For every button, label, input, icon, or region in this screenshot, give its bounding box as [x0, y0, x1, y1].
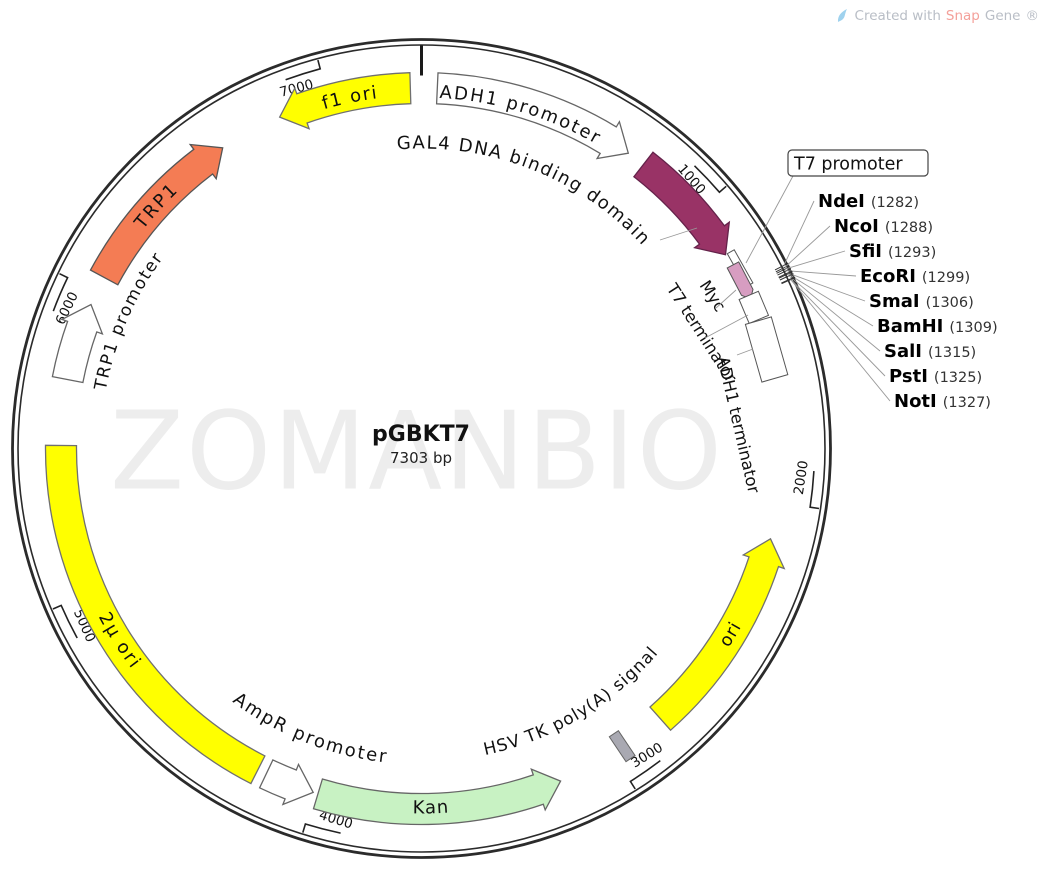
enzyme-position-ndei: (1282) — [871, 195, 919, 211]
enzyme-name-psti: PstI — [889, 366, 928, 387]
plasmid-title-block: pGBKT7 7303 bp — [372, 422, 470, 467]
t7-promoter-label-box — [787, 149, 929, 177]
snapgene-logo-icon — [837, 9, 847, 22]
feature-ori — [649, 537, 786, 732]
plasmid-size: 7303 bp — [390, 449, 452, 467]
enzyme-leader-sfii — [785, 250, 846, 270]
tick-4000 — [302, 822, 341, 834]
feature-label-hsv-tk-polya-signal: HSV TK poly(A) signal — [482, 643, 663, 760]
enzyme-label-ndei: NdeI (1282) — [818, 191, 919, 212]
feature-kan — [312, 768, 562, 826]
enzyme-site-tick-psti — [781, 276, 796, 284]
enzyme-site-tick-smai — [778, 270, 793, 278]
feature-label-kan: Kan — [413, 797, 450, 819]
enzyme-position-ncoi: (1288) — [885, 220, 933, 236]
enzyme-position-ecori: (1299) — [922, 270, 970, 286]
feature-gal4-dna-binding-domain — [632, 151, 731, 256]
enzyme-leader-bamhi — [787, 273, 874, 327]
enzyme-name-sali: SalI — [884, 341, 922, 362]
enzyme-name-ecori: EcoRI — [860, 266, 916, 287]
enzyme-label-smai: SmaI (1306) — [869, 291, 974, 312]
enzyme-label-sali: SalI (1315) — [884, 341, 976, 362]
feature-hsv-tk-polya-signal — [608, 730, 636, 763]
enzyme-label-noti: NotI (1327) — [894, 391, 991, 412]
enzyme-label-bamhi: BamHI (1309) — [877, 316, 998, 337]
enzyme-position-sali: (1315) — [928, 345, 976, 361]
enzyme-name-smai: SmaI — [869, 291, 920, 312]
credit-registered: ® — [1025, 8, 1040, 24]
tick-3000 — [629, 759, 661, 790]
t7-promoter-label-text: T7 promoter — [793, 155, 903, 175]
t7-terminator-leader — [704, 314, 749, 339]
enzyme-label-psti: PstI (1325) — [889, 366, 982, 387]
enzyme-leader-ecori — [786, 270, 857, 277]
enzyme-leader-ndei — [783, 200, 815, 266]
enzyme-site-tick-ncoi — [775, 264, 790, 273]
credit-brand-gene: Gene — [984, 8, 1021, 24]
enzyme-site-tick-sfii — [776, 266, 791, 274]
enzyme-name-ncoi: NcoI — [834, 216, 879, 237]
tick-5000 — [52, 604, 78, 639]
gal4-leader — [659, 227, 698, 241]
snapgene-credit: Created with Snap Gene ® — [835, 8, 1039, 24]
enzyme-label-ecori: EcoRI (1299) — [860, 266, 970, 287]
tick-6000 — [52, 272, 69, 312]
feature-adh1-promoter — [435, 72, 630, 160]
enzyme-position-smai: (1306) — [926, 295, 974, 311]
feature-f1-ori — [278, 72, 412, 130]
feature-trp1 — [89, 143, 224, 286]
credit-brand-snap: Snap — [945, 8, 980, 24]
plasmid-name: pGBKT7 — [372, 422, 470, 447]
tick-label-2000: 2000 — [791, 460, 812, 496]
enzyme-leader-sali — [788, 275, 881, 352]
enzyme-position-noti: (1327) — [943, 395, 991, 411]
credit-prefix: Created with — [854, 8, 941, 24]
enzyme-name-sfii: SfiI — [849, 241, 882, 262]
t7-promoter-leader — [745, 175, 794, 264]
enzyme-leader-smai — [787, 272, 866, 302]
enzyme-site-tick-noti — [781, 277, 796, 285]
backbone-circle-outer — [11, 38, 832, 859]
adh1-terminator-leader — [736, 348, 754, 356]
enzyme-position-psti: (1325) — [934, 370, 982, 386]
tick-2000 — [809, 471, 820, 510]
backbone-circle-inner — [17, 44, 826, 853]
feature-trp1-promoter — [51, 303, 104, 384]
enzyme-site-tick-sali — [779, 273, 794, 281]
watermark: ZOMANBIO — [110, 389, 724, 515]
enzyme-position-sfii: (1293) — [888, 245, 936, 261]
enzyme-site-tick-ecori — [777, 268, 792, 276]
enzyme-site-tick-ndei — [774, 262, 789, 271]
enzyme-site-tick-bamhi — [778, 271, 793, 279]
enzyme-name-noti: NotI — [894, 391, 937, 412]
enzyme-name-bamhi: BamHI — [877, 316, 943, 337]
feature-2u-ori — [44, 444, 266, 785]
enzyme-label-ncoi: NcoI (1288) — [834, 216, 933, 237]
feature-adh1-terminator — [744, 316, 789, 383]
enzyme-leader-ncoi — [784, 225, 831, 268]
enzyme-position-bamhi: (1309) — [949, 320, 997, 336]
tick-1000 — [693, 165, 727, 194]
myc-leader — [715, 289, 737, 309]
enzyme-label-sfii: SfiI (1293) — [849, 241, 936, 262]
enzyme-name-ndei: NdeI — [818, 191, 865, 212]
tick-7000 — [285, 59, 322, 81]
enzyme-leader-psti — [790, 278, 886, 377]
feature-ampr-promoter — [258, 759, 315, 806]
feature-label-myc: Myc — [696, 277, 730, 315]
enzyme-leader-noti — [790, 279, 891, 402]
